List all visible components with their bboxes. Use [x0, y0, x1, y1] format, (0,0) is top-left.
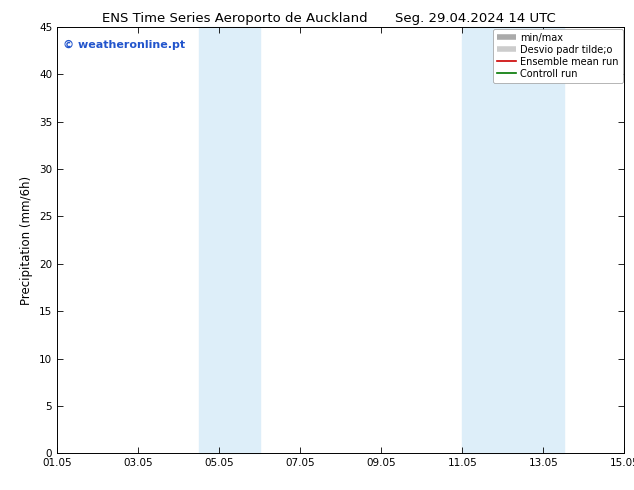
Text: © weatheronline.pt: © weatheronline.pt	[63, 40, 185, 50]
Text: Seg. 29.04.2024 14 UTC: Seg. 29.04.2024 14 UTC	[395, 12, 556, 25]
Text: ENS Time Series Aeroporto de Auckland: ENS Time Series Aeroporto de Auckland	[102, 12, 367, 25]
Bar	[462, 27, 564, 453]
Bar	[199, 27, 260, 453]
Y-axis label: Precipitation (mm/6h): Precipitation (mm/6h)	[20, 175, 34, 305]
Legend: min/max, Desvio padr tilde;o, Ensemble mean run, Controll run: min/max, Desvio padr tilde;o, Ensemble m…	[493, 29, 623, 82]
